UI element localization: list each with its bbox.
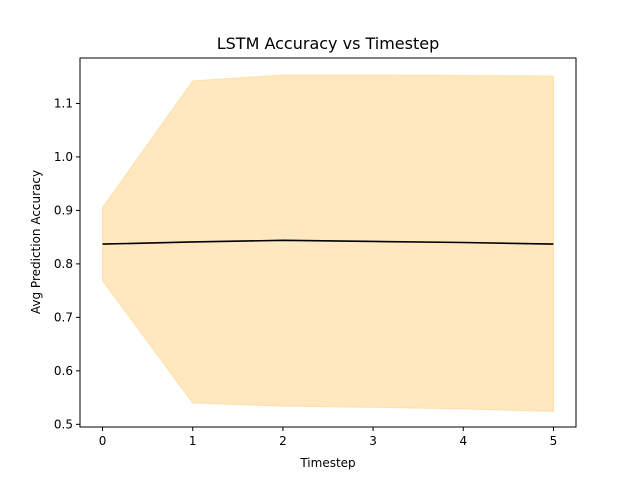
plot-frame [79,57,577,428]
x-tick-label: 5 [550,434,558,448]
y-tick-label: 1.0 [54,150,73,164]
mean-line-layer [102,239,554,245]
y-axis-ticks: 0.5 0.6 0.7 0.8 0.9 1.0 1.1 [54,96,80,431]
x-tick-label: 3 [369,434,377,448]
confidence-band [102,74,554,413]
x-tick-label: 0 [99,434,107,448]
x-axis-label: Timestep [299,456,355,470]
y-tick-label: 1.1 [54,96,73,110]
y-tick-label: 0.9 [54,203,73,217]
x-tick-label: 4 [459,434,467,448]
y-tick-label: 0.8 [54,257,73,271]
mean-accuracy-line [102,239,554,245]
y-tick-label: 0.7 [54,310,73,324]
x-tick-label: 1 [189,434,197,448]
x-axis-ticks: 0 1 2 3 4 5 [99,427,558,448]
y-tick-label: 0.5 [54,417,73,431]
chart-title: LSTM Accuracy vs Timestep [217,34,440,53]
y-tick-label: 0.6 [54,364,73,378]
y-axis-label: Avg Prediction Accuracy [29,170,43,314]
x-tick-label: 2 [279,434,287,448]
confidence-band-layer [102,74,554,413]
